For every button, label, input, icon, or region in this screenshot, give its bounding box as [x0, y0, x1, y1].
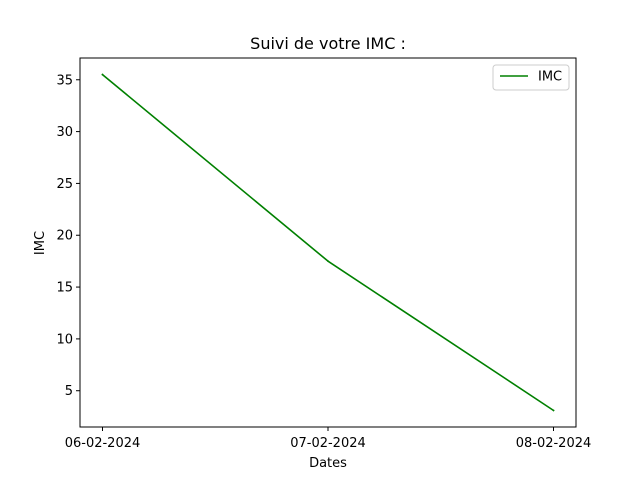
x-axis: 06-02-2024 07-02-2024 08-02-2024 [65, 427, 592, 451]
y-tick-label: 35 [56, 73, 73, 88]
plot-area [80, 58, 576, 427]
plot-frame [79, 57, 577, 428]
x-tick-label: 07-02-2024 [290, 436, 366, 451]
y-tick-label: 30 [56, 125, 73, 140]
x-tick-label: 08-02-2024 [516, 436, 592, 451]
x-tick-label: 06-02-2024 [65, 436, 141, 451]
data-point [101, 73, 104, 76]
y-tick-label: 5 [65, 384, 73, 399]
chart-title: Suivi de votre IMC : [250, 34, 406, 53]
legend-box [492, 64, 570, 91]
y-tick-label: 10 [56, 332, 73, 347]
y-axis: 5 10 15 20 25 30 35 [56, 73, 80, 399]
data-point [327, 260, 329, 263]
legend-label: IMC [538, 70, 562, 85]
x-axis-label: Dates [309, 456, 347, 471]
y-tick-label: 20 [56, 229, 73, 244]
legend: IMC [492, 64, 570, 91]
y-tick-label: 25 [56, 177, 73, 192]
data-point [552, 409, 555, 412]
y-axis-label: IMC [33, 231, 48, 255]
y-tick-label: 15 [56, 281, 73, 296]
series-layer [101, 73, 555, 412]
